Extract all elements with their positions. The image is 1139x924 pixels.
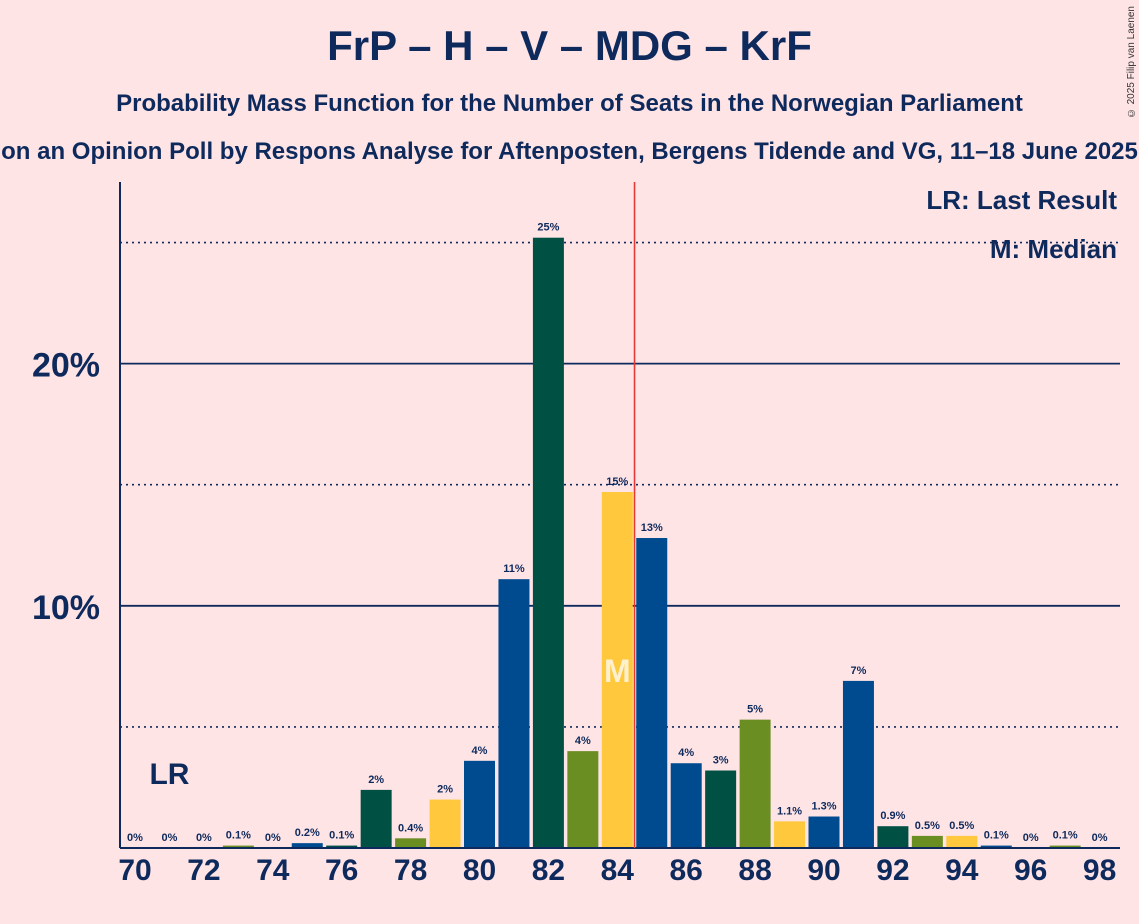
chart-title: FrP – H – V – MDG – KrF	[327, 22, 812, 69]
bar	[567, 751, 599, 848]
median-marker: M	[604, 653, 631, 689]
data-label: 0.1%	[1053, 830, 1078, 842]
bar	[636, 538, 668, 848]
data-label: 0.1%	[226, 830, 251, 842]
bar	[291, 843, 323, 848]
bar	[395, 838, 427, 848]
bar	[705, 770, 737, 848]
y-tick-label: 10%	[32, 589, 100, 627]
bar	[877, 826, 909, 848]
data-label: 1.1%	[777, 805, 802, 817]
x-tick-label: 74	[256, 854, 290, 887]
bar	[464, 760, 495, 848]
bar	[532, 237, 564, 849]
bar	[842, 680, 874, 848]
data-label: 5%	[747, 704, 763, 716]
data-label: 11%	[503, 563, 525, 575]
x-tick-label: 70	[118, 854, 151, 887]
x-tick-label: 88	[738, 854, 771, 887]
data-label: 0.1%	[329, 830, 354, 842]
x-tick-label: 76	[325, 854, 358, 887]
x-tick-label: 84	[601, 854, 635, 887]
bar	[326, 845, 358, 848]
data-label: 4%	[678, 747, 694, 759]
bar	[980, 845, 1012, 848]
data-label: 2%	[437, 784, 453, 796]
x-tick-label: 92	[876, 854, 909, 887]
data-label: 0.5%	[949, 820, 974, 832]
data-label: 0%	[265, 832, 281, 844]
chart-subtitle: Probability Mass Function for the Number…	[116, 90, 1023, 117]
data-label: 0%	[1092, 832, 1108, 844]
bar	[946, 835, 978, 848]
last-result-marker: LR	[149, 758, 189, 791]
y-tick-label: 20%	[32, 347, 100, 385]
bar	[774, 821, 806, 848]
data-label: 4%	[472, 745, 488, 757]
data-label: 0.4%	[398, 822, 423, 834]
bar	[1049, 845, 1081, 848]
x-tick-label: 94	[945, 854, 979, 887]
data-label: 4%	[575, 735, 591, 747]
bar	[222, 845, 254, 848]
data-label: 0.2%	[295, 827, 320, 839]
data-label: 2%	[368, 774, 384, 786]
x-tick-label: 72	[187, 854, 220, 887]
data-label: 0.1%	[984, 830, 1009, 842]
x-tick-label: 80	[463, 854, 496, 887]
x-tick-label: 82	[532, 854, 565, 887]
data-label: 7%	[850, 665, 866, 677]
data-label: 0%	[127, 832, 143, 844]
x-tick-label: 96	[1014, 854, 1047, 887]
data-label: 0.5%	[915, 820, 940, 832]
data-label: 0%	[161, 832, 177, 844]
bar	[670, 763, 702, 848]
data-label: 3%	[713, 755, 729, 767]
bar	[808, 816, 840, 848]
bar	[360, 789, 392, 848]
bar	[429, 799, 461, 848]
bar	[498, 579, 530, 848]
data-label: 1.3%	[811, 801, 836, 813]
data-label: 25%	[537, 222, 559, 234]
x-tick-label: 90	[807, 854, 840, 887]
x-tick-label: 98	[1083, 854, 1116, 887]
bar	[601, 491, 633, 848]
data-label: 15%	[606, 476, 628, 488]
data-label: 13%	[641, 522, 663, 534]
legend-last-result: LR: Last Result	[926, 185, 1117, 215]
x-tick-label: 78	[394, 854, 427, 887]
chart-source: on an Opinion Poll by Respons Analyse fo…	[1, 138, 1138, 165]
data-label: 0%	[1023, 832, 1039, 844]
data-label: 0%	[196, 832, 212, 844]
legend-median: M: Median	[990, 234, 1117, 264]
data-label: 0.9%	[880, 810, 905, 822]
x-tick-label: 86	[670, 854, 703, 887]
bar	[911, 835, 943, 848]
bar	[739, 719, 771, 848]
